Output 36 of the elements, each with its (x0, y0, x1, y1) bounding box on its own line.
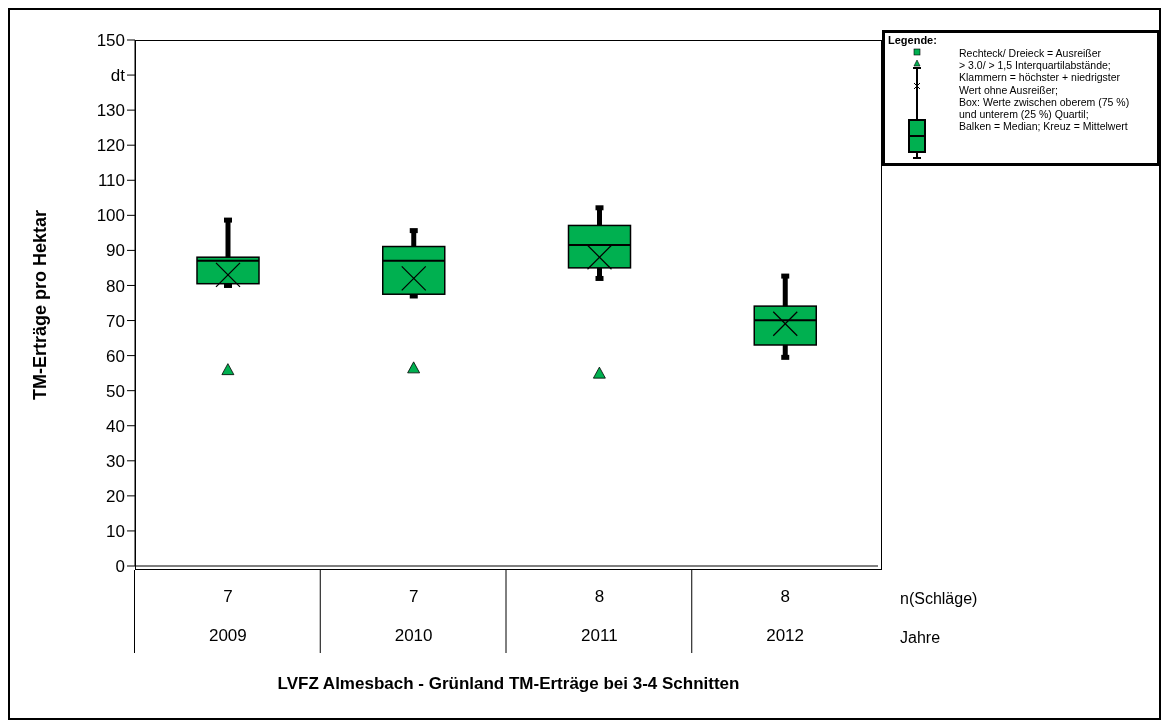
text: Balken = Median; Kreuz = Mittelwert (959, 120, 1129, 133)
y-tick-label: 130 (96, 101, 125, 121)
y-tick-label: 30 (106, 451, 125, 471)
text: 8 (780, 587, 790, 606)
y-tick-label: 90 (106, 241, 125, 261)
y-tick-label: 40 (106, 416, 125, 436)
x-tick-label: 2011 (581, 626, 618, 645)
text: LVFZ Almesbach - Grünland TM-Erträge bei 3-4 Schnitten (276, 674, 741, 694)
text: n(Schläge) (900, 590, 978, 608)
y-tick-label: dt (110, 66, 126, 86)
y-tick-label: 0 (115, 557, 125, 577)
text: > 3.0/ > 1,5 Interquartilabstände; (959, 59, 1112, 72)
x-tick-label: 2009 (208, 626, 247, 645)
y-tick-label: 10 (106, 521, 125, 541)
y-axis-title: TM-Erträge pro Hektar (29, 209, 51, 401)
legend-title: Legende: (888, 34, 937, 46)
y-tick-label: 120 (96, 136, 125, 156)
text: 8 (594, 587, 605, 606)
y-tick-label: 20 (106, 486, 125, 506)
text: Rechteck/ Dreieck = Ausreißer (959, 47, 1103, 60)
y-tick-label: 110 (97, 171, 125, 191)
text: Klammern = höchster + niedrigster (959, 71, 1122, 84)
y-tick-label: 100 (96, 206, 125, 226)
text: Wert ohne Ausreißer; (959, 83, 1060, 96)
text: Box: Werte zwischen oberem (75 %) (959, 95, 1130, 109)
y-tick-label: 50 (106, 381, 125, 401)
x-tick-label: 2012 (766, 626, 805, 645)
x-tick-label: 2010 (394, 626, 433, 645)
text: und unterem (25 %) Quartil; (959, 108, 1090, 121)
text: 7 (408, 587, 419, 606)
text: 7 (223, 587, 233, 606)
y-tick-label: 150 (96, 31, 125, 51)
y-tick-label: 70 (106, 311, 125, 331)
y-tick-label: 60 (106, 346, 125, 366)
text: Jahre (900, 629, 941, 647)
y-tick-label: 80 (106, 276, 125, 296)
